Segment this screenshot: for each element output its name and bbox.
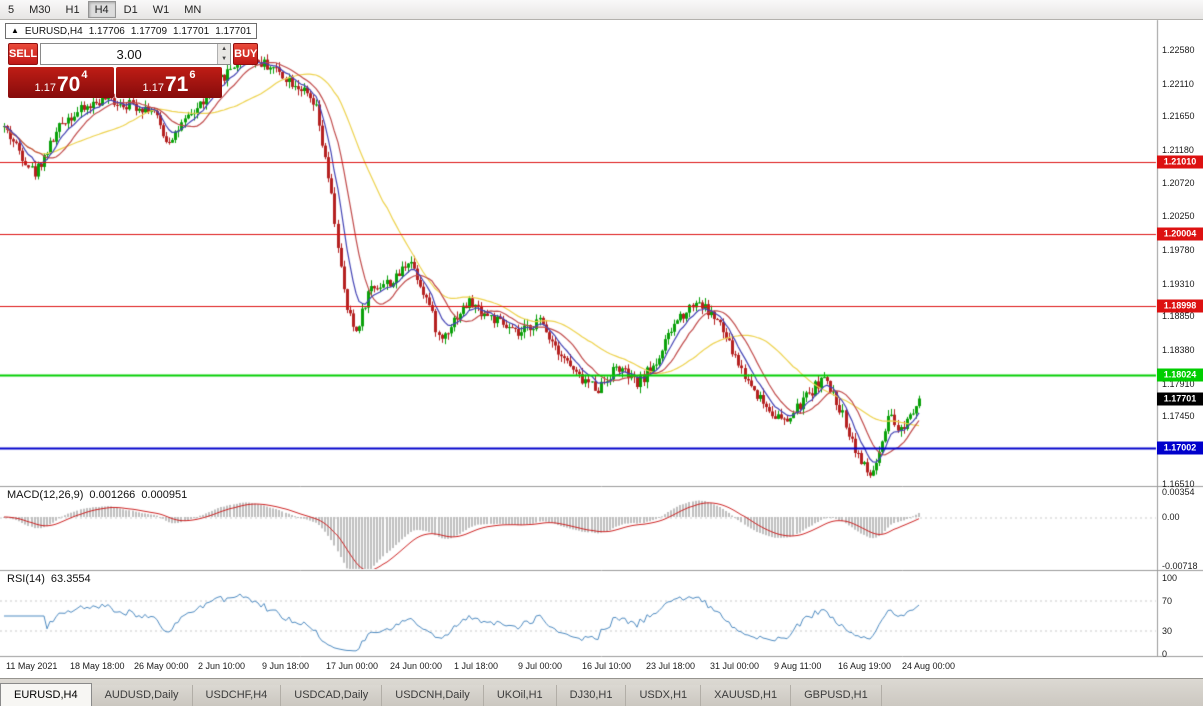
volume-decrease-icon[interactable]: ▼ xyxy=(218,54,231,64)
price-axis-tick: 1.19310 xyxy=(1162,278,1195,289)
buy-price-display[interactable]: 1.17 71 6 xyxy=(116,67,222,98)
timeframe-toolbar: 5 M30 H1 H4 D1 W1 MN xyxy=(0,0,1203,20)
collapse-panel-icon[interactable]: ▲ xyxy=(11,26,19,35)
sell-price-small: 1.17 xyxy=(34,82,56,94)
level-price-badge: 1.21010 xyxy=(1157,155,1203,169)
timeframe-button-mn[interactable]: MN xyxy=(177,1,208,18)
ohlc-open: 1.17706 xyxy=(88,25,125,37)
price-axis-tick: 1.22110 xyxy=(1162,78,1194,89)
price-axis-tick: 1.20250 xyxy=(1162,211,1195,222)
price-axis-tick: 1.20720 xyxy=(1162,177,1195,188)
price-axis-tick: 1.21650 xyxy=(1162,111,1195,122)
chart-tabs: EURUSD,H4 AUDUSD,Daily USDCHF,H4 USDCAD,Dai… xyxy=(0,678,1203,706)
current-price-badge: 1.17701 xyxy=(1157,392,1203,405)
chart-tab-usdx[interactable]: USDX,H1 xyxy=(626,685,702,706)
time-axis-label: 11 May 2021 xyxy=(6,661,58,671)
rsi-axis-label: 100 xyxy=(1162,573,1178,583)
price-axis-tick: 1.19780 xyxy=(1162,245,1195,255)
sell-price-display[interactable]: 1.17 70 4 xyxy=(8,67,114,98)
volume-spin-buttons[interactable]: ▲ ▼ xyxy=(217,44,231,64)
macd-axis-label: 0.00 xyxy=(1162,512,1180,522)
rsi-axis-label: 30 xyxy=(1162,626,1173,637)
time-axis-label: 18 May 18:00 xyxy=(70,661,125,671)
timeframe-button-5[interactable]: 5 xyxy=(1,1,21,18)
level-price-badge: 1.18998 xyxy=(1157,299,1203,313)
time-axis-label: 9 Jul 00:00 xyxy=(518,661,563,671)
one-click-trading-panel: SELL ▲ ▼ BUY 1.17 70 4 1.17 71 6 xyxy=(8,43,259,98)
price-axis-tick: 1.16510 xyxy=(1162,478,1195,489)
time-axis-label: 1 Jul 18:00 xyxy=(454,661,499,671)
timeframe-button-h1[interactable]: H1 xyxy=(59,1,87,18)
time-axis-label: 31 Jul 00:00 xyxy=(710,661,760,671)
chart-tab-usdcnh[interactable]: USDCNH,Daily xyxy=(382,685,484,706)
time-axis-label: 9 Jun 18:00 xyxy=(262,661,310,671)
chart-tab-xauusd[interactable]: XAUUSD,H1 xyxy=(701,685,792,706)
macd-axis-label: 0.00354 xyxy=(1162,487,1195,497)
buy-price-pip: 6 xyxy=(189,69,196,81)
time-axis-label: 23 Jul 18:00 xyxy=(646,661,696,671)
rsi-axis-label: 0 xyxy=(1162,649,1168,659)
price-axis-tick: 1.17450 xyxy=(1162,411,1195,422)
timeframe-button-h4[interactable]: H4 xyxy=(87,1,116,18)
time-axis-label: 17 Jun 00:00 xyxy=(326,661,379,671)
volume-stepper[interactable]: ▲ ▼ xyxy=(40,43,232,65)
ohlc-close: 1.17701 xyxy=(215,25,252,37)
chart-tab-eurusd[interactable]: EURUSD,H4 xyxy=(0,683,92,706)
buy-price-small: 1.17 xyxy=(142,82,164,94)
symbol-period-label: EURUSD,H4 xyxy=(24,25,83,37)
level-price-badge: 1.17002 xyxy=(1157,441,1203,455)
sell-button[interactable]: SELL xyxy=(8,43,39,65)
price-axis-tick: 1.17910 xyxy=(1162,378,1195,389)
buy-price-big: 71 xyxy=(164,73,189,96)
chart-tab-usdchf[interactable]: USDCHF,H4 xyxy=(192,685,282,706)
timeframe-button-m30[interactable]: M30 xyxy=(22,1,57,18)
chart-tab-dj30[interactable]: DJ30,H1 xyxy=(556,685,627,706)
volume-increase-icon[interactable]: ▲ xyxy=(218,44,231,54)
timeframe-button-d1[interactable]: D1 xyxy=(117,1,145,18)
ohlc-high: 1.17709 xyxy=(130,25,168,37)
chart-tab-ukoil[interactable]: UKOil,H1 xyxy=(483,685,557,706)
sell-price-pip: 4 xyxy=(81,69,88,81)
chart-tab-audusd[interactable]: AUDUSD,Daily xyxy=(91,685,193,706)
chart-tab-usdcad[interactable]: USDCAD,Daily xyxy=(281,685,383,706)
chart-tab-gbpusd[interactable]: GBPUSD,H1 xyxy=(791,685,882,706)
time-axis-label: 16 Aug 19:00 xyxy=(838,661,892,671)
time-axis-label: 24 Jun 00:00 xyxy=(390,661,443,671)
timeframe-button-w1[interactable]: W1 xyxy=(146,1,177,18)
price-axis-tick: 1.22580 xyxy=(1162,45,1195,55)
price-axis-tick: 1.21180 xyxy=(1162,145,1194,155)
volume-input[interactable] xyxy=(41,44,218,64)
ohlc-readout: ▲ EURUSD,H4 1.17706 1.17709 1.17701 1.17… xyxy=(5,23,258,39)
macd-axis-label: -0.00718 xyxy=(1162,561,1198,571)
time-axis-label: 16 Jul 10:00 xyxy=(582,661,632,671)
time-axis-label: 9 Aug 11:00 xyxy=(774,661,822,671)
price-axis-tick: 1.18380 xyxy=(1162,345,1195,355)
time-axis-label: 26 May 00:00 xyxy=(134,661,189,671)
buy-button[interactable]: BUY xyxy=(233,43,259,65)
macd-indicator-label: MACD(12,26,9) 0.001266 0.000951 xyxy=(5,489,196,501)
price-axis-tick: 1.18850 xyxy=(1162,311,1195,322)
time-axis-label: 2 Jun 10:00 xyxy=(198,661,246,671)
sell-price-big: 70 xyxy=(56,73,81,96)
rsi-indicator-label: RSI(14) 63.3554 xyxy=(5,573,99,585)
level-price-badge: 1.20004 xyxy=(1157,227,1203,241)
rsi-axis-label: 70 xyxy=(1162,595,1173,606)
ohlc-low: 1.17701 xyxy=(173,25,210,37)
level-price-badge: 1.18024 xyxy=(1157,368,1203,382)
time-axis-label: 24 Aug 00:00 xyxy=(902,661,956,671)
